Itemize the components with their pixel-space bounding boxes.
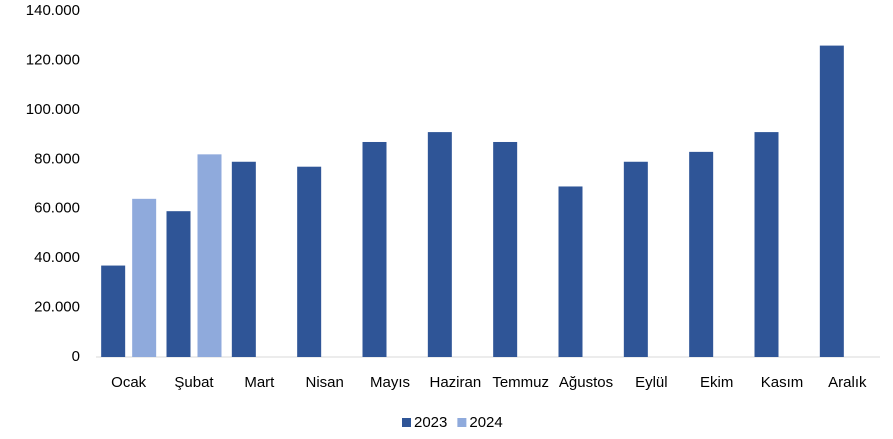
legend-swatch xyxy=(457,418,467,427)
y-tick-label: 0 xyxy=(72,348,80,365)
y-tick-label: 20.000 xyxy=(34,299,80,316)
x-tick-label: Mart xyxy=(244,374,275,391)
y-tick-label: 120.000 xyxy=(26,51,80,68)
x-tick-label: Aralık xyxy=(828,374,867,391)
x-tick-label: Kasım xyxy=(761,374,804,391)
bar xyxy=(689,151,714,357)
bar xyxy=(297,166,322,357)
bar xyxy=(558,186,583,357)
bar xyxy=(231,161,256,357)
x-tick-label: Ekim xyxy=(700,374,733,391)
x-tick-label: Nisan xyxy=(305,374,343,391)
bar xyxy=(197,154,222,357)
bar xyxy=(362,141,387,357)
x-tick-label: Haziran xyxy=(429,374,481,391)
y-tick-label: 100.000 xyxy=(26,101,80,118)
x-tick-label: Şubat xyxy=(174,374,214,391)
bar xyxy=(132,198,157,357)
legend-swatch xyxy=(402,418,411,427)
bar xyxy=(427,132,452,357)
bar xyxy=(754,132,779,357)
legend-label: 2024 xyxy=(469,414,502,431)
x-tick-label: Ağustos xyxy=(559,374,613,391)
x-tick-label: Eylül xyxy=(635,374,668,391)
bar xyxy=(819,45,844,357)
legend-label: 2023 xyxy=(414,414,447,431)
y-tick-label: 40.000 xyxy=(34,249,80,266)
bar xyxy=(493,141,518,357)
x-tick-label: Mayıs xyxy=(370,374,410,391)
bar xyxy=(623,161,648,357)
x-tick-label: Temmuz xyxy=(492,374,549,391)
bar xyxy=(101,265,126,357)
x-tick-label: Ocak xyxy=(111,374,147,391)
bar xyxy=(166,211,191,357)
y-tick-label: 140.000 xyxy=(26,2,80,19)
y-tick-label: 60.000 xyxy=(34,200,80,217)
y-tick-label: 80.000 xyxy=(34,150,80,167)
